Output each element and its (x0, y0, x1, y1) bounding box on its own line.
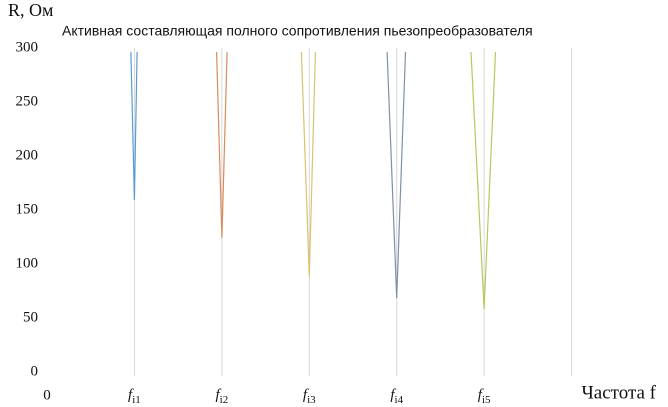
x-tick-var: f (128, 387, 134, 403)
y-tick-label: 50 (23, 309, 38, 325)
x-tick-sub: i4 (395, 394, 404, 406)
x-tick-label: fi5 (478, 387, 491, 405)
x-tick-label: fi3 (303, 387, 316, 405)
x-tick-var: f (303, 387, 309, 403)
plot-area (47, 48, 659, 376)
x-axis-label: Частота f (581, 382, 656, 403)
chart-title: Активная составляющая полного сопротивле… (62, 23, 533, 39)
y-axis-label: R, Ом (8, 0, 53, 20)
x-tick-label: 0 (43, 387, 51, 403)
x-tick-label: fi1 (128, 387, 141, 405)
data-line (470, 51, 497, 310)
y-tick-label: 150 (16, 201, 39, 217)
x-tick-var: f (478, 387, 484, 403)
data-line (216, 51, 228, 238)
x-tick-sub: i2 (220, 394, 229, 406)
x-tick-sub: i5 (482, 394, 491, 406)
x-tick-label: fi4 (390, 387, 403, 405)
data-line (386, 51, 407, 299)
y-tick-label: 300 (16, 39, 39, 55)
x-tick-sub: i3 (307, 394, 316, 406)
x-tick-sub: i1 (132, 394, 141, 406)
data-line (300, 51, 316, 277)
x-tick-label: fi2 (215, 387, 228, 405)
y-tick-label: 200 (16, 147, 39, 163)
y-tick-label: 0 (31, 363, 39, 379)
x-tick-var: f (390, 387, 396, 403)
y-tick-label: 100 (16, 255, 39, 271)
y-tick-label: 250 (16, 93, 39, 109)
data-line (130, 51, 138, 201)
x-tick-var: f (215, 387, 221, 403)
